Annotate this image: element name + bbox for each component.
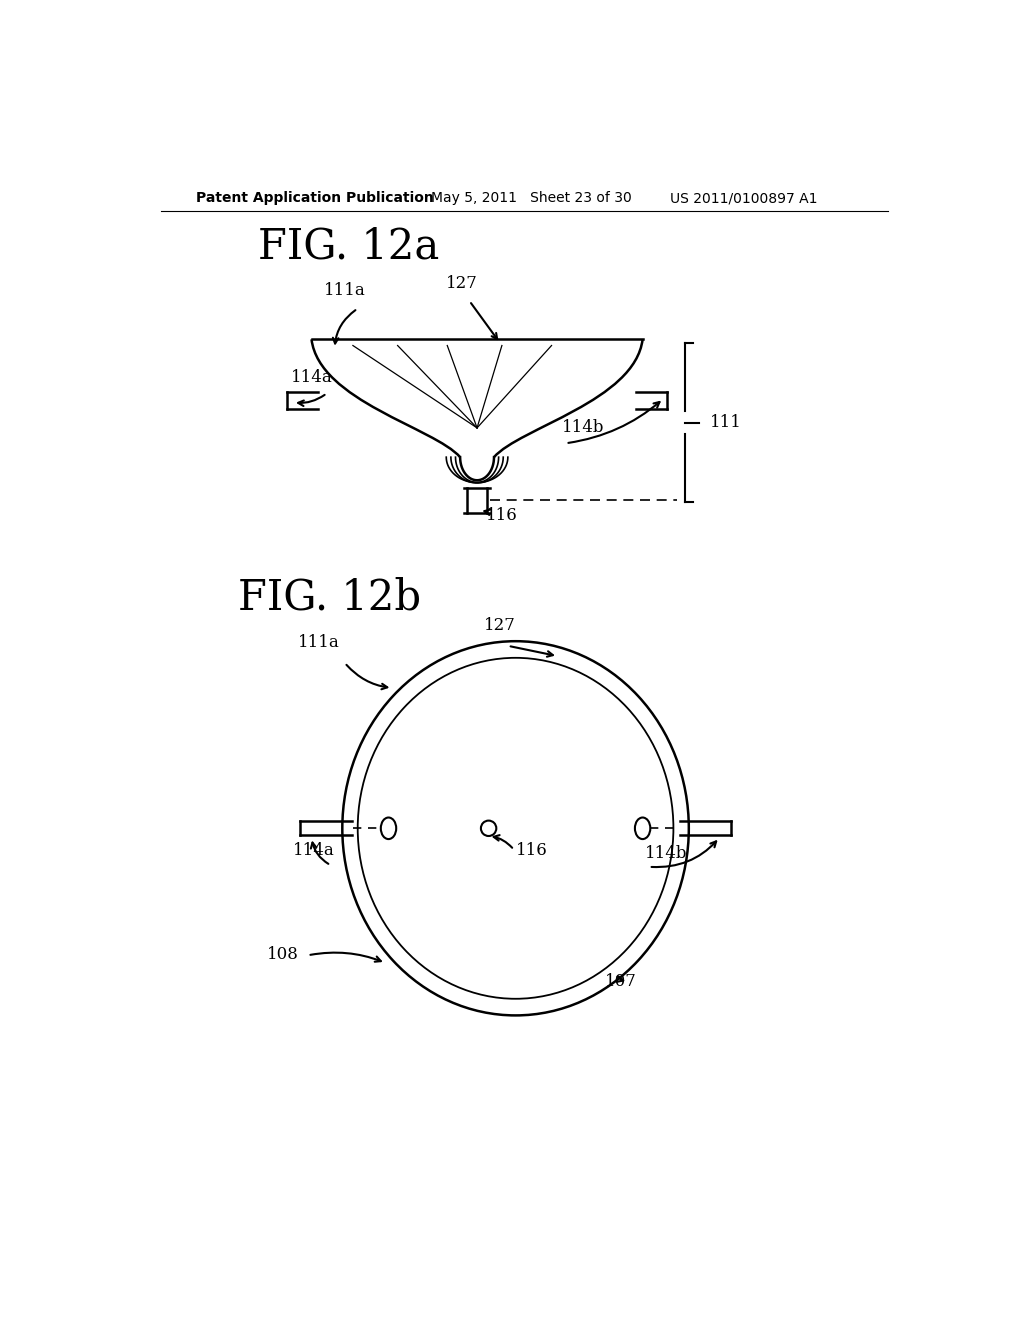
- Text: 114a: 114a: [292, 368, 333, 385]
- Text: 114a: 114a: [293, 842, 335, 859]
- Text: 111: 111: [710, 414, 741, 432]
- Text: 114b: 114b: [645, 845, 687, 862]
- Text: 111a: 111a: [298, 635, 340, 651]
- Text: 127: 127: [484, 618, 516, 635]
- Text: Patent Application Publication: Patent Application Publication: [196, 191, 434, 206]
- Text: May 5, 2011   Sheet 23 of 30: May 5, 2011 Sheet 23 of 30: [431, 191, 632, 206]
- Text: FIG. 12a: FIG. 12a: [258, 226, 439, 268]
- Text: 116: 116: [515, 842, 547, 859]
- Text: 114b: 114b: [562, 418, 604, 436]
- Text: 116: 116: [486, 507, 518, 524]
- Text: 107: 107: [605, 973, 637, 990]
- Text: 111a: 111a: [324, 281, 366, 298]
- Text: 127: 127: [445, 275, 477, 292]
- Text: FIG. 12b: FIG. 12b: [239, 577, 422, 618]
- Text: 108: 108: [267, 946, 299, 964]
- Text: US 2011/0100897 A1: US 2011/0100897 A1: [670, 191, 817, 206]
